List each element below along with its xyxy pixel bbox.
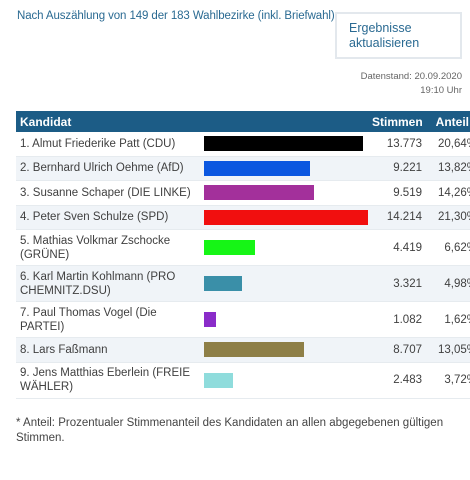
share-bar-cell xyxy=(200,362,368,399)
vote-share: 4,98% xyxy=(426,265,470,302)
vote-count: 8.707 xyxy=(368,337,426,363)
footnote: * Anteil: Prozentualer Stimmenanteil des… xyxy=(16,417,444,444)
vote-share: 21,30% xyxy=(426,205,470,230)
table-row: 2. Bernhard Ulrich Oehme (AfD) 9.221 13,82… xyxy=(16,156,470,181)
vote-count: 14.214 xyxy=(368,205,426,230)
candidate-name: 9. Jens Matthias Eberlein (FREIE WÄHLER) xyxy=(16,362,200,399)
share-bar xyxy=(204,136,363,152)
candidate-name: 7. Paul Thomas Vogel (Die PARTEI) xyxy=(16,301,200,338)
table-header-row: Kandidat Stimmen Anteil * xyxy=(16,111,470,132)
count-status: Nach Auszählung von 149 der 183 Wahlbezi… xyxy=(17,10,335,22)
candidate-name: 4. Peter Sven Schulze (SPD) xyxy=(16,205,200,230)
vote-count: 9.221 xyxy=(368,156,426,181)
candidate-name: 3. Susanne Schaper (DIE LINKE) xyxy=(16,180,200,206)
table-row: 9. Jens Matthias Eberlein (FREIE WÄHLER)… xyxy=(16,362,470,399)
data-timestamp: Datenstand: 20.09.2020 19:10 Uhr xyxy=(361,70,462,98)
header-votes: Stimmen xyxy=(368,111,426,132)
share-bar-cell xyxy=(200,205,368,230)
vote-count: 9.519 xyxy=(368,180,426,206)
share-bar xyxy=(204,209,368,225)
share-bar-cell xyxy=(200,180,368,206)
vote-share: 20,64% xyxy=(426,132,470,157)
candidate-name: 6. Karl Martin Kohlmann (PRO CHEMNITZ.DS… xyxy=(16,265,200,302)
vote-count: 2.483 xyxy=(368,362,426,399)
share-bar xyxy=(204,312,216,327)
share-bar xyxy=(204,160,310,176)
table-row: 1. Almut Friederike Patt (CDU) 13.773 20,6… xyxy=(16,132,470,157)
candidate-name: 2. Bernhard Ulrich Oehme (AfD) xyxy=(16,156,200,181)
table-row: 5. Mathias Volkmar Zschocke (GRÜNE) 4.419… xyxy=(16,229,470,266)
share-bar-cell xyxy=(200,301,368,338)
vote-share: 14,26% xyxy=(426,180,470,206)
vote-count: 4.419 xyxy=(368,229,426,266)
table-row: 7. Paul Thomas Vogel (Die PARTEI) 1.082 1,… xyxy=(16,301,470,338)
share-bar xyxy=(204,342,304,358)
refresh-label-line1: Ergebnisse xyxy=(349,21,412,35)
results-table: Kandidat Stimmen Anteil * 1. Almut Fried… xyxy=(16,111,470,399)
vote-count: 3.321 xyxy=(368,265,426,302)
share-bar-cell xyxy=(200,337,368,363)
share-bar-cell xyxy=(200,229,368,266)
vote-count: 13.773 xyxy=(368,132,426,157)
share-bar xyxy=(204,240,255,255)
refresh-label-line2: aktualisieren xyxy=(349,36,420,50)
vote-share: 6,62% xyxy=(426,229,470,266)
share-bar-cell xyxy=(200,132,368,157)
header-share: Anteil * xyxy=(426,111,470,132)
results-body: 1. Almut Friederike Patt (CDU) 13.773 20,6… xyxy=(16,132,470,399)
share-bar-cell xyxy=(200,265,368,302)
share-bar-cell xyxy=(200,156,368,181)
share-bar xyxy=(204,372,233,388)
vote-count: 1.082 xyxy=(368,301,426,338)
table-row: 3. Susanne Schaper (DIE LINKE) 9.519 14,26… xyxy=(16,180,470,206)
timestamp-time: 19:10 Uhr xyxy=(420,85,462,96)
candidate-name: 8. Lars Faßmann xyxy=(16,337,200,363)
candidate-name: 5. Mathias Volkmar Zschocke (GRÜNE) xyxy=(16,229,200,266)
table-row: 6. Karl Martin Kohlmann (PRO CHEMNITZ.DS… xyxy=(16,265,470,302)
timestamp-date: Datenstand: 20.09.2020 xyxy=(360,71,462,82)
refresh-results-button[interactable]: Ergebnisse aktualisieren xyxy=(335,12,462,59)
header-candidate: Kandidat xyxy=(16,111,200,132)
share-bar xyxy=(204,276,242,291)
vote-share: 1,62% xyxy=(426,301,470,338)
vote-share: 13,05% xyxy=(426,337,470,363)
share-bar xyxy=(204,185,314,201)
candidate-name: 1. Almut Friederike Patt (CDU) xyxy=(16,132,200,157)
vote-share: 13,82% xyxy=(426,156,470,181)
vote-share: 3,72% xyxy=(426,362,470,399)
header-bar xyxy=(200,111,368,132)
